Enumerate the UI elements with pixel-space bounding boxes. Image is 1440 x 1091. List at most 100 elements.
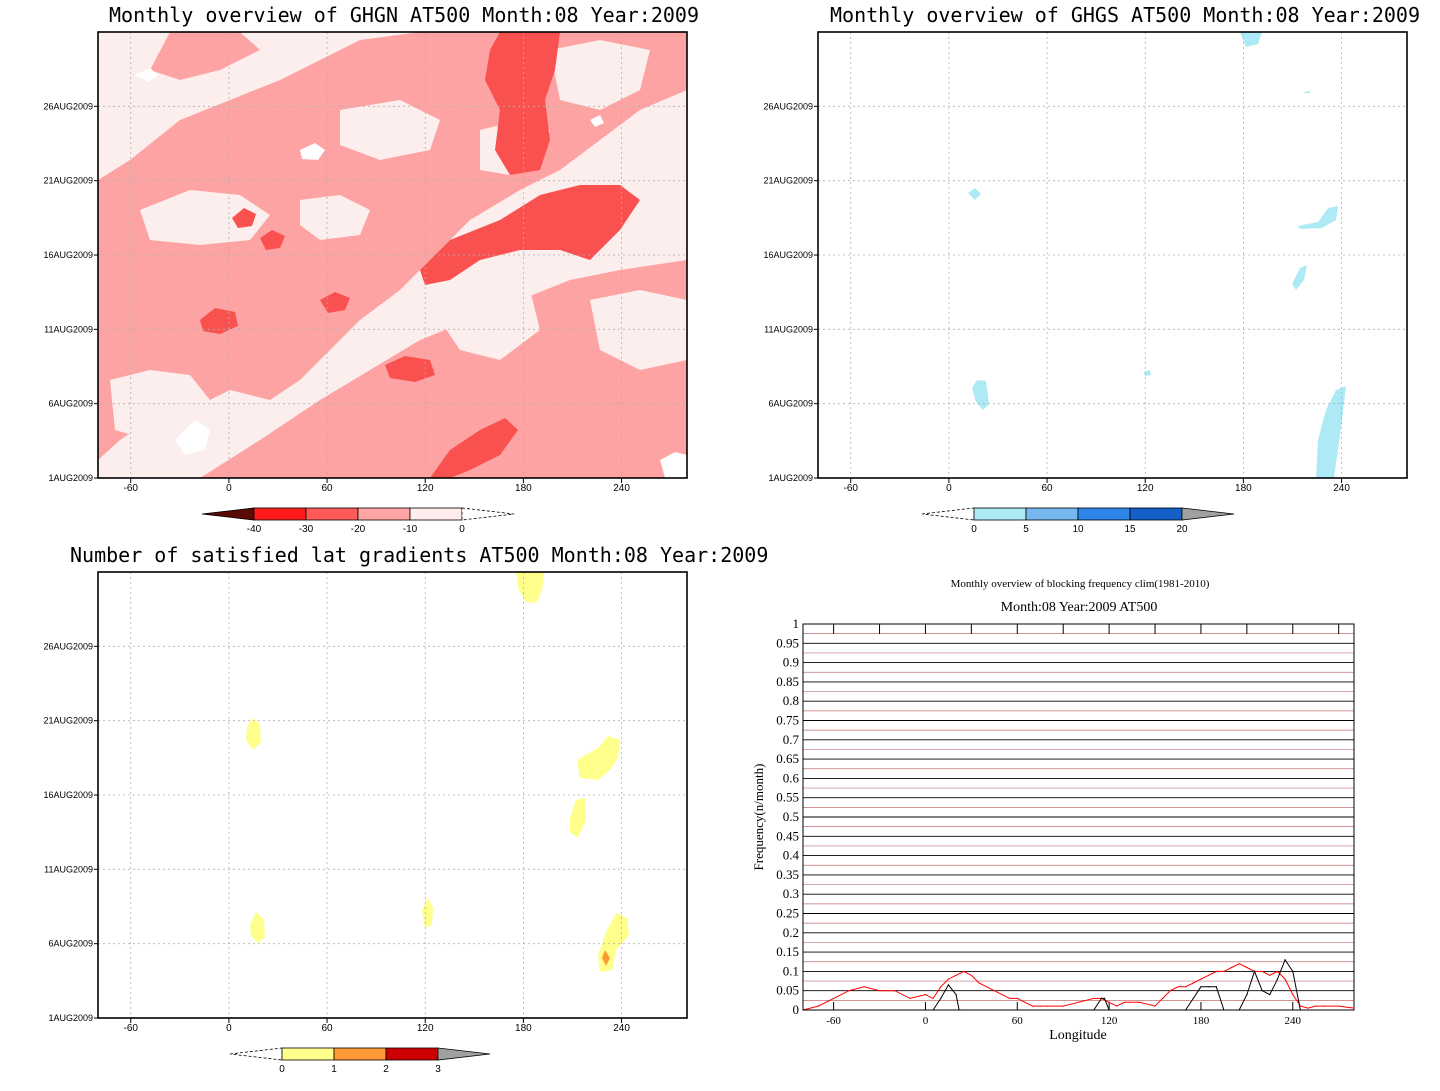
y-tick-label: 0.25 (776, 906, 799, 921)
y-tick-label: 11AUG2009 (764, 324, 813, 334)
series-point (1177, 986, 1179, 988)
series-point (1208, 986, 1210, 988)
series-point (1077, 1001, 1080, 1003)
y-tick-label: 0.4 (783, 848, 800, 863)
series-point (1208, 974, 1210, 976)
field-light-patch (340, 100, 440, 160)
x-tick-label: 60 (321, 1023, 333, 1034)
x-tick-label: 60 (321, 483, 333, 494)
series-point (1307, 1007, 1309, 1009)
series-point (1292, 970, 1294, 973)
field-yellow-blob (577, 736, 620, 780)
panel3-field (246, 572, 629, 972)
colorbar-right-triangle (461, 507, 515, 521)
colorbar: 0 5 10 15 20 (921, 507, 1235, 535)
y-tick-label: 0.75 (776, 713, 799, 728)
series-point (955, 994, 957, 996)
field-cyan-blob (1316, 386, 1346, 478)
series-point (1093, 1009, 1095, 1011)
series-point (863, 986, 865, 988)
y-tick-label: 21AUG2009 (763, 176, 813, 186)
series-point (1261, 970, 1263, 973)
series-point (1238, 963, 1240, 965)
colorbar-label: 2 (383, 1064, 389, 1075)
field-band-minus20 (430, 418, 518, 478)
colorbar-label: 0 (279, 1064, 285, 1075)
y-tick-label: 0.9 (783, 655, 799, 670)
colorbar-segment (253, 507, 307, 521)
colorbar-segment (409, 507, 463, 521)
series-point (894, 990, 896, 992)
field-light-patch (300, 195, 370, 240)
panel2-title: Monthly overview of GHGS AT500 Month:08 … (830, 3, 1421, 27)
y-tick-label: 0.3 (783, 886, 799, 901)
series-point (878, 990, 881, 992)
x-tick-label: 180 (515, 483, 532, 494)
y-tick-label: 0.15 (776, 944, 799, 959)
series-point (1185, 1009, 1187, 1011)
series-point (909, 997, 911, 1000)
y-tick-label: 0.35 (776, 867, 799, 882)
colorbar-label: -30 (299, 524, 314, 535)
field-yellow-blob (598, 913, 629, 972)
series-point (1215, 970, 1217, 973)
field-band-minus10 (200, 260, 687, 478)
field-band-minus20 (320, 292, 350, 313)
series-point (1108, 1001, 1110, 1003)
series-point (1009, 997, 1011, 1000)
y-tick-label: 26AUG2009 (43, 641, 93, 651)
x-tick-label: 0 (946, 483, 952, 494)
series-point (833, 997, 835, 1000)
field-white-spot (590, 115, 604, 127)
colorbar-label: -40 (247, 524, 262, 535)
colorbar-label: 10 (1072, 524, 1084, 535)
y-tick-label: 0.05 (776, 983, 799, 998)
field-cyan-blob (1304, 91, 1310, 93)
colorbar-left-triangle (921, 507, 975, 521)
field-orange-blob (602, 950, 610, 966)
series-point (1047, 1005, 1049, 1007)
series-point (1231, 966, 1233, 969)
x-tick-label: 120 (1101, 1015, 1118, 1027)
y-tick-label: 0.55 (776, 790, 799, 805)
colorbar-left-triangle (201, 507, 255, 521)
y-tick-label: 0.6 (783, 770, 800, 785)
y-tick-label: 0.5 (783, 809, 799, 824)
y-tick-label: 16AUG2009 (763, 250, 813, 260)
y-tick-label: 0.85 (776, 674, 799, 689)
field-band-minus20 (420, 185, 640, 285)
colorbar-label: -10 (403, 524, 418, 535)
colorbar-label: 0 (459, 524, 465, 535)
y-tick-label: 21AUG2009 (43, 716, 93, 726)
y-tick-label: 11AUG2009 (44, 864, 93, 874)
panel2-field (968, 32, 1346, 478)
series-point (1162, 997, 1164, 1000)
y-tick-label: 1AUG2009 (48, 1013, 93, 1023)
colorbar-left-triangle (229, 1047, 283, 1061)
field-cyan-blob (972, 380, 989, 410)
series-point (1024, 1001, 1026, 1003)
series-point (1192, 997, 1194, 1000)
series-point (817, 1005, 819, 1007)
series-point (1062, 1005, 1064, 1007)
series-point (802, 1009, 804, 1011)
series-point (1353, 1009, 1355, 1011)
field-band-minus20 (385, 356, 435, 382)
series-point (958, 1009, 960, 1011)
line-chart-title: Month:08 Year:2009 AT500 (1001, 600, 1158, 615)
series-point (970, 974, 973, 976)
colorbar-segment (281, 1047, 335, 1061)
x-tick-label: 240 (613, 1023, 630, 1034)
series-point (978, 982, 980, 984)
series-point (986, 986, 988, 988)
colorbar-label: 3 (435, 1064, 441, 1075)
colorbar-label: 20 (1176, 524, 1188, 535)
series-point (1139, 1001, 1141, 1003)
series-point (947, 978, 950, 980)
x-tick-label: -60 (843, 483, 858, 494)
series-point (1016, 997, 1018, 1000)
y-tick-label: 11AUG2009 (44, 324, 93, 334)
y-tick-label: 21AUG2009 (43, 176, 93, 186)
y-tick-label: 16AUG2009 (43, 250, 93, 260)
y-axis-label: Frequency(n/month) (751, 764, 766, 871)
